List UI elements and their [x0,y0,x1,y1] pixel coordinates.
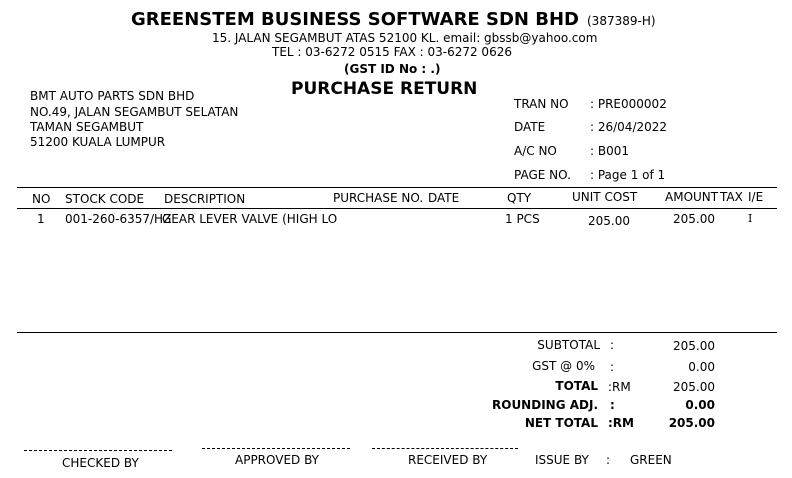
row-no: 1 [37,212,45,226]
company-reg-no: (387389-H) [587,14,656,28]
date-label: DATE [514,120,546,134]
table-header-rule [17,208,777,209]
page-no-value: : Page 1 of 1 [590,168,666,182]
col-amount: AMOUNT [665,190,719,204]
net-total-value: 205.00 [668,416,715,430]
row-description: GEAR LEVER VALVE (HIGH LO [162,212,338,226]
gst-id: (GST ID No : .) [344,62,441,76]
col-date: DATE [428,191,460,205]
rounding-value: 0.00 [685,398,715,412]
gst-value: 0.00 [688,360,715,374]
total-value: 205.00 [673,380,715,394]
issue-by-label: ISSUE BY [535,453,589,467]
supplier-name: BMT AUTO PARTS SDN BHD [30,89,195,103]
checked-by-label: CHECKED BY [62,456,139,470]
total-label: TOTAL [555,379,598,393]
supplier-address-line-3: 51200 KUALA LUMPUR [30,135,166,149]
checked-by-line [24,450,172,451]
supplier-address-line-2: TAMAN SEGAMBUT [30,120,144,134]
rounding-label: ROUNDING ADJ. [492,398,598,412]
net-total-label: NET TOTAL [524,416,598,430]
subtotal-value: 205.00 [673,339,715,353]
company-name: GREENSTEM BUSINESS SOFTWARE SDN BHD [131,9,579,30]
table-top-rule [17,187,777,188]
col-unit-cost: UNIT COST [572,190,638,204]
subtotal-colon: : [610,338,615,352]
received-by-label: RECEIVED BY [408,453,488,467]
page-no-label: PAGE NO. [514,168,571,182]
row-amount: 205.00 [673,212,715,226]
col-tax: TAX [720,190,743,204]
row-qty: 1 PCS [505,212,540,226]
row-stock-code: 001-260-6357/HZ [65,212,172,226]
approved-by-line [202,448,350,449]
ac-no-value: : B001 [590,144,629,158]
net-total-currency: :RM [608,416,634,430]
col-stock-code: STOCK CODE [65,192,145,206]
company-address: 15. JALAN SEGAMBUT ATAS 52100 KL. email:… [212,31,598,45]
table-bottom-rule [17,332,777,333]
received-by-line [372,448,518,449]
gst-colon: : [610,360,615,374]
tran-no-label: TRAN NO [514,97,569,111]
col-ie: I/E [748,190,764,204]
col-no: NO [32,192,51,206]
approved-by-label: APPROVED BY [235,453,320,467]
company-tel-fax: TEL : 03-6272 0515 FAX : 03-6272 0626 [272,45,512,59]
date-value: : 26/04/2022 [590,120,668,134]
col-description: DESCRIPTION [164,192,246,206]
row-ie: I [748,212,753,225]
tran-no-value: : PRE000002 [590,97,667,111]
gst-label: GST @ 0% [532,359,595,373]
subtotal-label: SUBTOTAL [537,338,600,352]
supplier-address-line-1: NO.49, JALAN SEGAMBUT SELATAN [30,105,239,119]
rounding-colon: : [610,398,615,412]
issue-by-colon: : [606,453,611,467]
row-unit-cost: 205.00 [588,214,630,228]
col-purchase-no: PURCHASE NO. [333,191,424,205]
col-qty: QTY [507,191,532,205]
total-currency: :RM [608,380,631,394]
document-title: PURCHASE RETURN [291,79,478,99]
ac-no-label: A/C NO [514,144,557,158]
issue-by-value: GREEN [630,453,672,467]
